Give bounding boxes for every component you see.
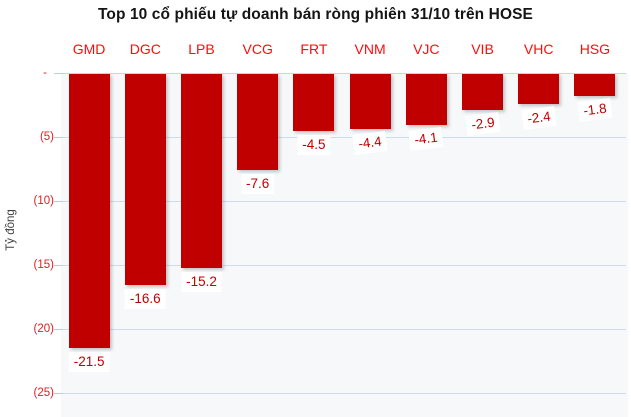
bar-vnm [349,74,391,129]
bar-lpb [181,74,222,268]
gridline [61,73,626,74]
bar-frt [293,74,335,131]
x-axis-category-label: LPB [188,41,215,57]
x-axis-category-label: HSG [579,41,611,57]
bar-hsg [574,74,616,96]
y-axis-tick-mark [54,201,63,202]
gridline [61,329,626,330]
gridline [61,137,626,138]
value-label-vib: -2.9 [464,112,501,136]
y-axis-tick-label: - [43,67,47,79]
bar-vhc [518,74,560,104]
y-axis-tick-label: (10) [33,195,54,207]
y-axis-tick-mark [54,73,63,74]
x-axis-category-label: VJC [413,41,440,57]
value-label-vcg: -7.6 [241,174,275,194]
y-axis-tick-mark [54,329,63,330]
value-label-lpb: -15.2 [181,272,222,292]
value-label-hsg: -1.8 [577,98,613,122]
y-axis-tick-mark [54,393,63,394]
y-axis-tick-label: (15) [33,259,54,271]
value-label-gmd: -21.5 [68,352,110,372]
gridline [61,201,626,202]
y-axis-tick-mark [54,265,63,266]
x-axis-category-label: VIB [471,41,494,57]
value-label-vhc: -2.4 [520,106,557,130]
bar-vjc [405,74,447,125]
x-axis-category-label: DGC [129,41,161,57]
bar-vcg [237,74,279,170]
x-axis-category-label: FRT [300,41,328,57]
y-axis-tick-mark [54,137,63,138]
y-axis-tick-label: (20) [33,323,54,335]
gridline [61,265,626,266]
value-label-vnm: -4.4 [352,131,388,155]
chart-title: Top 10 cổ phiếu tự doanh bán ròng phiên … [98,6,533,23]
x-axis-category-label: VCG [242,41,273,57]
x-axis-category-label: VHC [523,41,554,57]
bar-gmd [68,74,110,348]
value-label-dgc: -16.6 [124,289,166,309]
y-axis-tick-label: (25) [33,387,54,399]
bar-dgc [124,74,166,285]
x-axis-category-label: GMD [72,41,106,57]
gridline [61,393,626,394]
value-label-vjc: -4.1 [408,127,445,151]
bar-vib [462,74,503,110]
y-axis-tick-label: (5) [39,131,54,143]
x-axis-category-label: VNM [354,41,386,57]
value-label-frt: -4.5 [297,135,331,155]
